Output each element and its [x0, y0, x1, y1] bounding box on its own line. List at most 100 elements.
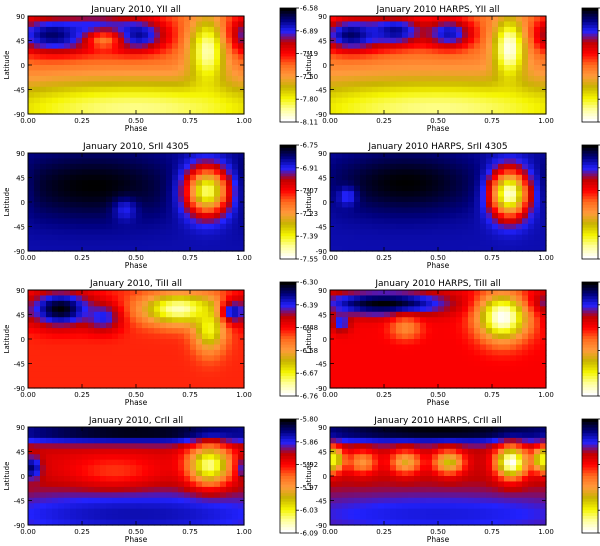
colorbar-swatch — [582, 310, 598, 314]
colorbar-swatch — [280, 307, 296, 312]
heatmap-cell — [46, 180, 53, 187]
heatmap-cell — [528, 317, 535, 324]
heatmap-cell — [408, 196, 415, 203]
heatmap-cell — [444, 59, 451, 66]
heatmap-cell — [408, 300, 415, 307]
heatmap-cell — [52, 290, 59, 297]
heatmap-cell — [498, 382, 505, 389]
heatmap-cell — [372, 48, 379, 55]
heatmap-cell — [408, 339, 415, 346]
heatmap-cell — [208, 32, 215, 39]
heatmap-cell — [208, 185, 215, 192]
heatmap-cell — [468, 185, 475, 192]
heatmap-cell — [100, 86, 107, 93]
heatmap-cell — [112, 92, 119, 99]
x-tick-label: 1.00 — [538, 391, 554, 399]
heatmap-cell — [492, 16, 499, 23]
heatmap-cell — [70, 153, 77, 160]
heatmap-cell — [474, 196, 481, 203]
heatmap-cell — [444, 48, 451, 55]
heatmap-cell — [118, 169, 125, 176]
heatmap-cell — [178, 311, 185, 318]
heatmap-cell — [94, 32, 101, 39]
colorbar-swatch — [280, 339, 296, 343]
colorbar-swatch — [280, 33, 296, 38]
heatmap-cell — [468, 234, 475, 241]
heatmap-cell — [172, 382, 179, 389]
heatmap-cell — [172, 492, 179, 499]
heatmap-cell — [202, 81, 209, 88]
heatmap-cell — [106, 86, 113, 93]
heatmap-cell — [130, 519, 137, 526]
heatmap-cell — [390, 48, 397, 55]
heatmap-cell — [148, 212, 155, 219]
heatmap-cell — [462, 234, 469, 241]
heatmap-cell — [438, 169, 445, 176]
heatmap-cell — [112, 333, 119, 340]
heatmap-cell — [64, 245, 71, 252]
heatmap-cell — [516, 306, 523, 313]
heatmap-cell — [88, 333, 95, 340]
heatmap-cell — [58, 70, 65, 77]
heatmap-cell — [408, 240, 415, 247]
heatmap-cell — [420, 207, 427, 214]
heatmap-cell — [160, 218, 167, 225]
heatmap-cell — [414, 43, 421, 50]
heatmap-cell — [64, 97, 71, 104]
heatmap-cell — [58, 514, 65, 521]
heatmap-cell — [160, 48, 167, 55]
heatmap-cell — [172, 169, 179, 176]
heatmap-cell — [420, 185, 427, 192]
heatmap-cell — [136, 212, 143, 219]
heatmap-cell — [396, 65, 403, 72]
heatmap-cell — [178, 212, 185, 219]
heatmap-cell — [504, 59, 511, 66]
colorbar-swatch — [280, 336, 296, 340]
heatmap-cell — [196, 174, 203, 181]
heatmap-cell — [420, 158, 427, 165]
heatmap-cell — [540, 81, 547, 88]
y-tick-label: 0 — [323, 62, 327, 70]
heatmap-cell — [130, 295, 137, 302]
heatmap-cell — [64, 300, 71, 307]
colorbar-swatch — [582, 253, 598, 257]
heatmap-cell — [468, 328, 475, 335]
heatmap-cell — [40, 169, 47, 176]
heatmap-cell — [366, 97, 373, 104]
colorbar-tick-label: -6.58 — [300, 5, 318, 13]
heatmap-cell — [378, 103, 385, 110]
heatmap-cell — [330, 158, 337, 165]
heatmap-cell — [76, 43, 83, 50]
heatmap-cell — [438, 26, 445, 33]
heatmap-cell — [378, 333, 385, 340]
heatmap-cell — [522, 59, 529, 66]
heatmap-cell — [372, 317, 379, 324]
y-tick-label: -90 — [316, 248, 327, 256]
heatmap-cell — [330, 377, 337, 384]
heatmap-cell — [214, 503, 221, 510]
heatmap-cell — [354, 223, 361, 230]
heatmap-cell — [342, 355, 349, 362]
heatmap-cell — [366, 234, 373, 241]
heatmap-cell — [100, 196, 107, 203]
heatmap-cell — [214, 514, 221, 521]
heatmap-cell — [70, 459, 77, 466]
heatmap-cell — [220, 382, 227, 389]
heatmap-cell — [342, 212, 349, 219]
heatmap-cell — [130, 185, 137, 192]
heatmap-cell — [124, 454, 131, 461]
heatmap-cell — [444, 339, 451, 346]
heatmap-cell — [456, 300, 463, 307]
heatmap-cell — [112, 355, 119, 362]
colorbar-swatch — [280, 110, 296, 115]
colorbar-swatch — [280, 39, 296, 43]
heatmap-cell — [384, 212, 391, 219]
heatmap-cell — [360, 322, 367, 329]
heatmap-cell — [130, 328, 137, 335]
heatmap-cell — [76, 81, 83, 88]
heatmap-cell — [456, 317, 463, 324]
heatmap-cell — [516, 81, 523, 88]
heatmap-cell — [232, 108, 239, 115]
heatmap-cell — [52, 218, 59, 225]
heatmap-cell — [46, 169, 53, 176]
